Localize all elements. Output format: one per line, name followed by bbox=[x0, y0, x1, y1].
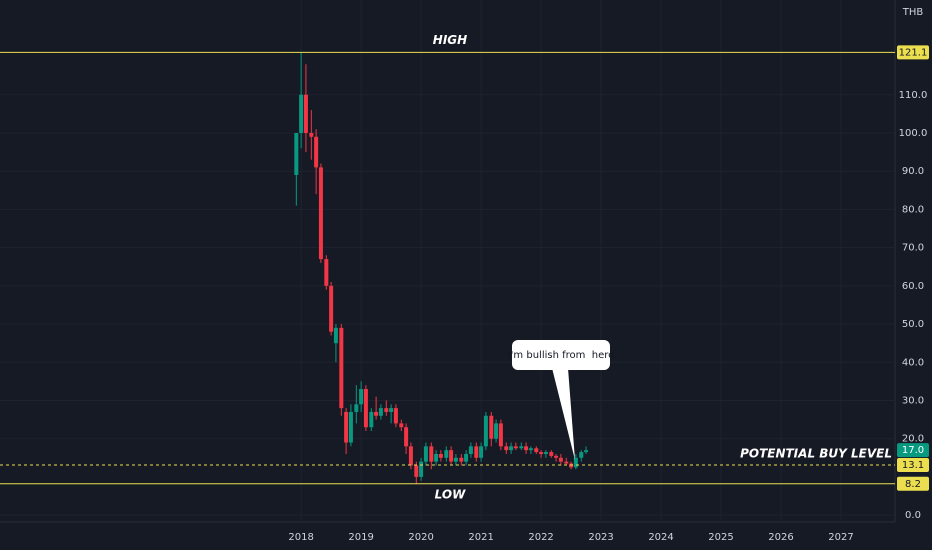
candle-body bbox=[408, 446, 413, 466]
x-tick-label: 2024 bbox=[648, 532, 673, 543]
x-tick-label: 2026 bbox=[768, 532, 793, 543]
candle-body bbox=[333, 327, 338, 344]
x-tick-label: 2018 bbox=[288, 532, 313, 543]
candle-body bbox=[354, 404, 359, 412]
candle-body bbox=[434, 453, 439, 462]
x-tick-label: 2027 bbox=[828, 532, 853, 543]
candle-body bbox=[494, 423, 499, 439]
candle-body bbox=[404, 427, 409, 447]
y-tick-label: 80.0 bbox=[902, 204, 924, 215]
price-tag-label: 121.1 bbox=[899, 47, 928, 58]
candle-body bbox=[474, 446, 479, 458]
candle-body bbox=[509, 446, 514, 451]
price-tag-label: 8.2 bbox=[905, 479, 921, 490]
candle-body bbox=[363, 389, 368, 428]
candle-body bbox=[528, 448, 533, 451]
y-tick-label: 60.0 bbox=[902, 281, 924, 292]
candle-body bbox=[414, 465, 419, 477]
candle-body bbox=[378, 408, 383, 416]
candle-body bbox=[324, 259, 329, 286]
candle-body bbox=[348, 411, 353, 443]
candle-body bbox=[558, 457, 563, 462]
candle-body bbox=[369, 411, 374, 428]
last-price-label: 17.0 bbox=[902, 445, 924, 456]
candle-body bbox=[564, 461, 569, 464]
candle-body bbox=[513, 446, 518, 449]
callout-box bbox=[512, 340, 610, 370]
candle-body bbox=[579, 452, 584, 458]
candle-body bbox=[489, 415, 494, 439]
callout-text: I'm bullish from here bbox=[508, 350, 615, 361]
candle-body bbox=[573, 457, 578, 468]
candle-body bbox=[543, 452, 548, 454]
y-tick-label: 70.0 bbox=[902, 243, 924, 254]
price-tag bbox=[897, 458, 929, 473]
x-tick-label: 2022 bbox=[528, 532, 553, 543]
candle-body bbox=[459, 457, 464, 462]
candle-body bbox=[483, 415, 488, 447]
y-tick-label: 20.0 bbox=[902, 434, 924, 445]
candle-body bbox=[294, 132, 299, 176]
last-price-tag bbox=[897, 443, 929, 458]
y-tick-label: 90.0 bbox=[902, 166, 924, 177]
candle-body bbox=[339, 327, 344, 409]
candle-body bbox=[468, 446, 473, 454]
candle-body bbox=[453, 457, 458, 462]
candle-body bbox=[504, 446, 509, 451]
candle-body bbox=[309, 132, 314, 137]
candle-body bbox=[329, 285, 334, 332]
candle-body bbox=[344, 411, 349, 443]
x-tick-label: 2023 bbox=[588, 532, 613, 543]
candle-body bbox=[423, 446, 428, 462]
candle-body bbox=[534, 448, 539, 453]
candle-body bbox=[498, 423, 503, 447]
y-tick-label: 100.0 bbox=[899, 128, 928, 139]
level-text: HIGH bbox=[433, 33, 467, 47]
x-tick-label: 2025 bbox=[708, 532, 733, 543]
y-tick-label: 40.0 bbox=[902, 357, 924, 368]
level-text: POTENTIAL BUY LEVEL bbox=[740, 447, 892, 461]
x-tick-label: 2021 bbox=[468, 532, 493, 543]
candle-body bbox=[299, 94, 304, 133]
candle-body bbox=[303, 94, 308, 133]
y-tick-label: 110.0 bbox=[899, 90, 928, 101]
candle-body bbox=[419, 461, 424, 477]
x-tick-label: 2020 bbox=[408, 532, 433, 543]
candle-body bbox=[318, 167, 323, 260]
candle-body bbox=[393, 408, 398, 424]
candle-body bbox=[449, 450, 454, 462]
candle-body bbox=[479, 446, 484, 458]
level-text: LOW bbox=[435, 487, 466, 501]
candle-body bbox=[389, 408, 394, 412]
candle-body bbox=[554, 455, 559, 458]
price-tag bbox=[897, 476, 929, 491]
y-tick-label: 50.0 bbox=[902, 319, 924, 330]
candle-body bbox=[464, 453, 469, 462]
y-tick-label: 30.0 bbox=[902, 395, 924, 406]
candle-body bbox=[444, 450, 449, 458]
y-tick-label: 0.0 bbox=[905, 510, 921, 521]
currency-label: THB bbox=[902, 7, 924, 18]
candle-body bbox=[549, 452, 554, 456]
candle-body bbox=[399, 423, 404, 428]
candle-body bbox=[374, 411, 379, 416]
price-tag bbox=[897, 45, 929, 60]
candle-body bbox=[584, 450, 589, 453]
candle-body bbox=[524, 446, 529, 451]
candle-body bbox=[539, 452, 544, 454]
candle-body bbox=[438, 453, 443, 458]
candle-body bbox=[519, 446, 524, 449]
candle-body bbox=[314, 136, 319, 168]
candle-body bbox=[359, 389, 364, 405]
candle-body bbox=[429, 446, 434, 462]
candle-body bbox=[384, 408, 389, 412]
x-tick-label: 2019 bbox=[348, 532, 373, 543]
price-tag-label: 13.1 bbox=[902, 460, 924, 471]
callout-pointer bbox=[552, 368, 575, 460]
